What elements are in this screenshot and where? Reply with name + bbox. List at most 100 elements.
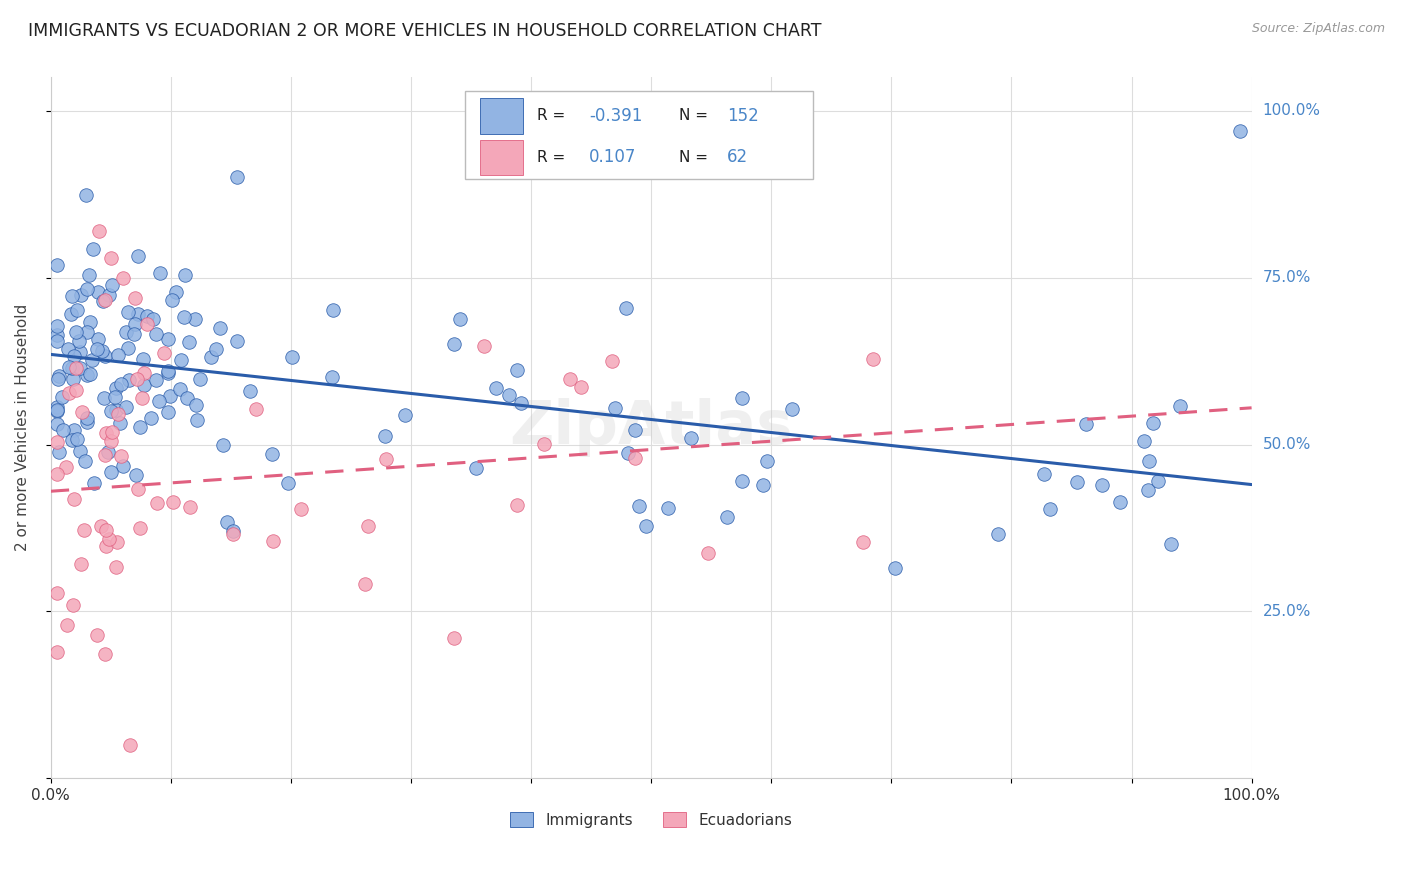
Point <box>1091 477 1114 491</box>
Point <box>506 498 529 512</box>
Point <box>86 342 108 356</box>
Point <box>128 420 150 434</box>
Point <box>498 388 520 402</box>
Text: 75.0%: 75.0% <box>1263 270 1310 285</box>
Point <box>756 453 779 467</box>
Point <box>63 423 86 437</box>
Point <box>90 519 112 533</box>
Point <box>45 586 67 600</box>
Point <box>104 403 127 417</box>
Point <box>101 425 124 439</box>
Point <box>697 546 720 560</box>
Point <box>617 446 640 460</box>
Point <box>62 598 84 612</box>
Point <box>94 539 117 553</box>
Point <box>82 242 104 256</box>
Text: R =: R = <box>537 150 571 165</box>
Point <box>730 474 752 488</box>
Point <box>135 318 157 332</box>
Point <box>1076 417 1098 431</box>
Text: 100.0%: 100.0% <box>1263 103 1320 119</box>
Text: -0.391: -0.391 <box>589 107 643 125</box>
Point <box>128 521 150 535</box>
Point <box>124 317 146 331</box>
Point <box>624 423 647 437</box>
Text: IMMIGRANTS VS ECUADORIAN 2 OR MORE VEHICLES IN HOUSEHOLD CORRELATION CHART: IMMIGRANTS VS ECUADORIAN 2 OR MORE VEHIC… <box>28 22 821 40</box>
Point <box>62 372 84 386</box>
Point <box>245 402 267 417</box>
Point <box>100 403 122 417</box>
Point <box>260 446 283 460</box>
Point <box>179 500 201 515</box>
Point <box>464 461 486 475</box>
Point <box>118 373 141 387</box>
Point <box>142 312 165 326</box>
Point <box>731 391 754 405</box>
Point <box>131 391 153 405</box>
Legend: Immigrants, Ecuadorians: Immigrants, Ecuadorians <box>503 805 799 834</box>
Point <box>87 332 110 346</box>
Point <box>45 417 67 431</box>
Point <box>60 433 83 447</box>
Point <box>96 425 118 440</box>
Point <box>91 293 114 308</box>
Point <box>76 368 98 383</box>
Point <box>169 382 191 396</box>
Point <box>600 354 623 368</box>
Point <box>93 391 115 405</box>
Point <box>1137 454 1160 468</box>
Point <box>209 320 232 334</box>
Point <box>509 396 531 410</box>
Point <box>277 475 299 490</box>
Point <box>45 467 67 482</box>
Point <box>624 451 647 466</box>
Point <box>76 415 98 429</box>
FancyBboxPatch shape <box>465 92 813 179</box>
Point <box>55 459 77 474</box>
Point <box>1168 399 1191 413</box>
Point <box>127 249 149 263</box>
Point <box>120 738 142 752</box>
Point <box>110 449 132 463</box>
Text: 62: 62 <box>727 148 748 166</box>
FancyBboxPatch shape <box>479 140 523 175</box>
Point <box>987 527 1010 541</box>
Point <box>45 645 67 659</box>
Point <box>200 350 222 364</box>
Point <box>79 367 101 381</box>
Point <box>45 258 67 272</box>
FancyBboxPatch shape <box>479 98 523 134</box>
Point <box>97 288 120 302</box>
Point <box>58 359 80 374</box>
Point <box>104 560 127 574</box>
Point <box>111 270 134 285</box>
Point <box>374 429 396 443</box>
Point <box>222 526 245 541</box>
Point <box>1108 495 1130 509</box>
Point <box>94 293 117 307</box>
Point <box>46 372 69 386</box>
Point <box>132 351 155 366</box>
Point <box>70 287 93 301</box>
Point <box>679 431 702 445</box>
Y-axis label: 2 or more Vehicles in Household: 2 or more Vehicles in Household <box>15 304 30 551</box>
Point <box>115 401 138 415</box>
Point <box>104 390 127 404</box>
Point <box>281 350 304 364</box>
Point <box>125 372 148 386</box>
Point <box>165 285 187 300</box>
Point <box>159 389 181 403</box>
Point <box>58 385 80 400</box>
Point <box>111 459 134 474</box>
Text: N =: N = <box>679 150 713 165</box>
Point <box>45 400 67 414</box>
Point <box>239 384 262 399</box>
Point <box>94 350 117 364</box>
Point <box>443 631 465 645</box>
Point <box>117 304 139 318</box>
Point <box>108 416 131 430</box>
Point <box>69 443 91 458</box>
Point <box>174 268 197 283</box>
Point <box>1137 483 1160 498</box>
Point <box>132 377 155 392</box>
